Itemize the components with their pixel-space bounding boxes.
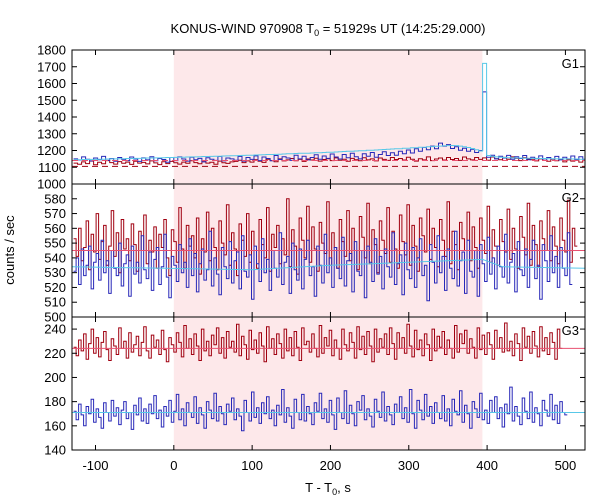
y-tick-label: 1700 bbox=[37, 59, 66, 74]
x-tick-label: -100 bbox=[82, 458, 108, 473]
y-tick-label: 520 bbox=[44, 280, 66, 295]
y-tick-label: 180 bbox=[44, 394, 66, 409]
highlight-band bbox=[173, 50, 483, 184]
x-axis-label: T - T0, s bbox=[305, 480, 351, 497]
fit-line-cyan-g2 bbox=[72, 258, 585, 271]
series-group bbox=[72, 198, 585, 302]
y-tick-label: 1000 bbox=[37, 177, 66, 192]
y-tick-label: 510 bbox=[44, 295, 66, 310]
highlight-band bbox=[173, 317, 483, 450]
series-group bbox=[72, 62, 585, 167]
y-tick-label: 1200 bbox=[37, 143, 66, 158]
series-cyan-g1 bbox=[73, 62, 585, 161]
panel-g3: 140 160 180 200 220 240 G3 bbox=[44, 316, 586, 458]
y-tick-label: 220 bbox=[44, 346, 66, 361]
y-tick-label: 1800 bbox=[37, 43, 66, 58]
panel-label: G2 bbox=[562, 190, 579, 205]
y-axis-label: counts / sec bbox=[2, 215, 17, 285]
y-tick-label: 1500 bbox=[37, 93, 66, 108]
series-group bbox=[72, 322, 585, 432]
y-tick-label: 570 bbox=[44, 206, 66, 221]
y-tick-label: 240 bbox=[44, 322, 66, 337]
y-tick-label: 530 bbox=[44, 265, 66, 280]
x-tick-label: 200 bbox=[320, 458, 342, 473]
y-tick-label: 540 bbox=[44, 250, 66, 265]
y-tick-label: 1600 bbox=[37, 76, 66, 91]
x-tick-label: 0 bbox=[170, 458, 177, 473]
series-red-g3 bbox=[73, 322, 563, 363]
y-tick-label: 1100 bbox=[38, 160, 66, 175]
panel-frame bbox=[71, 316, 586, 451]
x-tick-label: 100 bbox=[241, 458, 263, 473]
panel-label: G3 bbox=[562, 323, 579, 338]
x-tick-label: 300 bbox=[398, 458, 420, 473]
chart-title: KONUS-WIND 970908 T0 = 51929s UT (14:25:… bbox=[171, 21, 486, 38]
y-tick-label: 500 bbox=[44, 310, 66, 325]
series-blue-g2 bbox=[73, 230, 573, 302]
panel-label: G1 bbox=[562, 56, 579, 71]
y-tick-label: 550 bbox=[44, 236, 66, 251]
y-tick-label: 580 bbox=[44, 191, 66, 206]
y-tick-label: 560 bbox=[44, 221, 66, 236]
y-tick-label: 140 bbox=[44, 443, 66, 458]
x-tick-label: 500 bbox=[555, 458, 577, 473]
y-tick-label: 160 bbox=[44, 418, 66, 433]
y-tick-label: 1300 bbox=[37, 126, 66, 141]
series-blue-g3 bbox=[73, 386, 568, 432]
x-tick-label: 400 bbox=[476, 458, 498, 473]
y-tick-label: 200 bbox=[44, 370, 66, 385]
y-tick-label: 1400 bbox=[37, 110, 66, 125]
panels-group: 100011001200130014001500160017001800G150… bbox=[37, 43, 586, 473]
